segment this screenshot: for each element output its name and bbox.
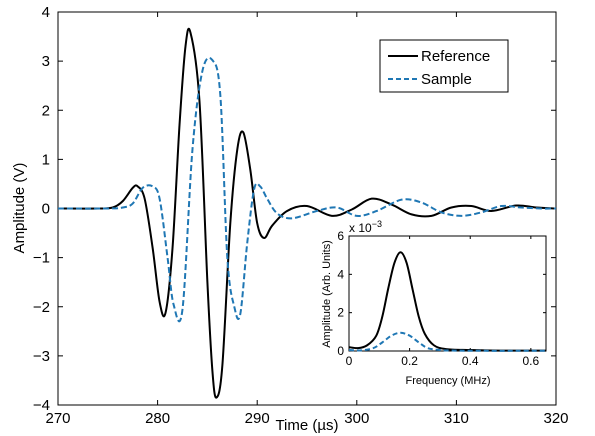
legend-label-reference: Reference	[421, 48, 490, 65]
inset-x-axis-label: Frequency (MHz)	[406, 375, 491, 387]
inset-series-lines	[348, 251, 547, 352]
main-series-reference	[57, 27, 557, 399]
inset-x-tick-label: 0.6	[523, 354, 540, 368]
main-y-tick-label: −1	[33, 250, 50, 267]
inset-x-tick-label: 0	[346, 354, 353, 368]
main-x-tick-label: 300	[344, 410, 369, 427]
main-y-tick-label: 1	[42, 151, 50, 168]
inset-series-sample	[348, 331, 546, 352]
main-x-tick-label: 290	[245, 410, 270, 427]
main-y-tick-label: −4	[33, 397, 50, 414]
main-x-axis-label: Time (µs)	[275, 417, 338, 434]
inset-y-scale-factor: x 10−3	[349, 219, 382, 235]
main-series-lines	[57, 27, 557, 399]
main-y-tick-label: 2	[42, 102, 50, 119]
main-y-tick-label: −2	[33, 299, 50, 316]
inset-y-tick-label: 0	[337, 344, 344, 358]
inset-x-tick-label: 0.2	[401, 354, 418, 368]
legend-box	[379, 39, 509, 93]
main-x-tick-label: 310	[444, 410, 469, 427]
inset-x-tick-label: 0.4	[462, 354, 479, 368]
inset-y-tick-labels: 0 2 4 6	[337, 229, 344, 358]
main-x-tick-label: 270	[45, 410, 70, 427]
inset-x-tick-labels: 0 0.2 0.4 0.6	[346, 354, 540, 368]
main-y-tick-label: 0	[42, 201, 50, 218]
legend: Reference Sample	[379, 39, 509, 93]
main-y-tick-label: −3	[33, 348, 50, 365]
main-x-tick-label: 320	[543, 410, 568, 427]
inset-y-tick-label: 4	[337, 267, 344, 281]
main-y-tick-labels: −4 −3 −2 −1 0 1 2 3 4	[33, 4, 50, 414]
main-x-tick-label: 280	[145, 410, 170, 427]
inset-y-tick-label: 2	[337, 306, 344, 320]
main-x-tick-labels: 270 280 290 300 310 320	[45, 410, 568, 427]
main-y-axis-label: Amplitude (V)	[11, 163, 28, 254]
inset-y-tick-label: 6	[337, 229, 344, 243]
legend-label-sample: Sample	[421, 71, 472, 88]
inset-y-axis-label: Amplitude (Arb. Units)	[321, 240, 333, 348]
main-y-tick-label: 3	[42, 53, 50, 70]
main-y-tick-label: 4	[42, 4, 50, 21]
inset-plot-area	[348, 235, 547, 352]
main-series-sample	[57, 56, 557, 323]
